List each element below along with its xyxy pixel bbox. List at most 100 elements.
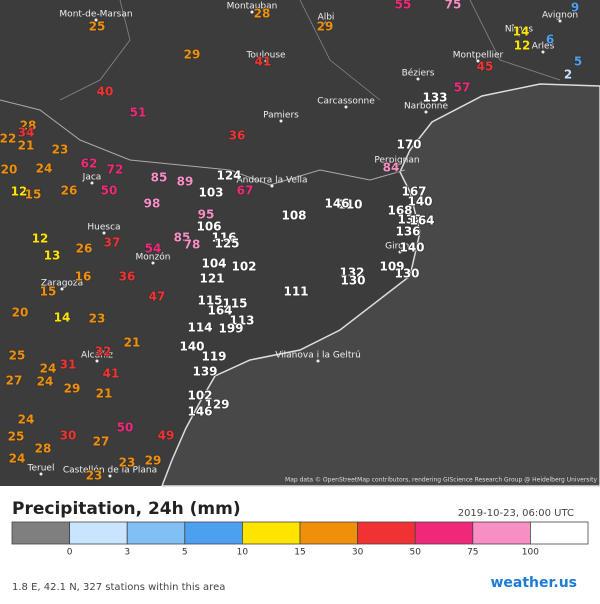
- station-value: 12: [32, 232, 49, 246]
- city-dot: [95, 359, 99, 363]
- station-value: 28: [35, 442, 52, 456]
- city-label: Toulouse: [245, 51, 286, 61]
- station-value: 14: [54, 311, 71, 325]
- station-value: 78: [184, 238, 201, 252]
- station-value: 12: [514, 39, 531, 53]
- legend-swatch: [414, 521, 474, 545]
- station-value: 41: [103, 367, 120, 381]
- station-value: 121: [199, 272, 224, 286]
- city-dot: [324, 21, 328, 25]
- city-dot: [151, 261, 155, 265]
- station-value: 12: [11, 185, 28, 199]
- station-value: 54: [145, 242, 162, 256]
- station-value: 146: [187, 405, 212, 419]
- station-value: 24: [9, 452, 26, 466]
- station-value: 9: [571, 1, 579, 15]
- city-label: Castellón de la Plana: [63, 465, 157, 476]
- legend-swatch: [241, 521, 301, 545]
- station-value: 170: [396, 138, 421, 152]
- station-value: 16: [75, 270, 92, 284]
- station-value: 132: [397, 213, 422, 227]
- attribution: Map data © OpenStreetMap contributors, r…: [285, 477, 597, 484]
- city-dot: [39, 472, 43, 476]
- city-label: Vilanova i la Geltrú: [275, 351, 361, 361]
- station-value: 164: [409, 214, 434, 228]
- city-label: Montpellier: [453, 51, 504, 61]
- station-value: 40: [97, 85, 114, 99]
- station-value: 125: [214, 237, 239, 251]
- title: Precipitation, 24h (mm): [12, 499, 241, 519]
- station-value: 110: [337, 198, 362, 212]
- station-value: 146: [324, 197, 349, 211]
- station-value: 130: [394, 267, 419, 281]
- city-label: Huesca: [87, 223, 120, 233]
- city-label: Monzón: [136, 252, 171, 263]
- city-label: Perpignan: [374, 156, 419, 166]
- legend-tick-label: 75: [467, 548, 478, 558]
- city-dot: [316, 359, 320, 363]
- station-value: 45: [477, 60, 494, 74]
- station-value: 116: [211, 231, 236, 245]
- region-border: [59, 0, 561, 101]
- station-value: 24: [18, 413, 35, 427]
- city-dot: [108, 474, 112, 478]
- city-dot: [344, 105, 348, 109]
- station-value: 47: [149, 290, 166, 304]
- station-value: 15: [25, 188, 42, 202]
- station-value: 140: [399, 241, 424, 255]
- station-value: 23: [89, 312, 106, 326]
- station-value: 31: [60, 358, 77, 372]
- station-value: 23: [86, 469, 103, 483]
- station-value: 104: [201, 257, 226, 271]
- station-value: 108: [281, 209, 306, 223]
- legend-tick-label: 10: [237, 548, 249, 558]
- legend-tick-label: 0: [67, 548, 73, 558]
- station-value: 28: [20, 119, 37, 133]
- border: [0, 99, 406, 186]
- station-value: 36: [119, 270, 136, 284]
- station-value: 129: [204, 398, 229, 412]
- station-value: 26: [61, 184, 78, 198]
- city-label: Nîmes: [505, 25, 534, 35]
- city-dot: [279, 119, 283, 123]
- station-value: 124: [216, 169, 241, 183]
- city-label: Carcassonne: [317, 97, 375, 107]
- station-value: 167: [401, 185, 426, 199]
- station-value: 25: [89, 20, 106, 34]
- city-dot: [398, 250, 402, 254]
- city-dot: [541, 50, 545, 54]
- city-label: Albi: [318, 13, 335, 23]
- city-label: Avignon: [542, 11, 578, 21]
- legend-swatch: [357, 521, 416, 545]
- city-dot: [90, 181, 94, 185]
- city-dot: [264, 59, 268, 63]
- city-label: Andorra la Vella: [236, 176, 307, 186]
- station-value: 51: [130, 106, 147, 120]
- footer: 1.8 E, 42.1 N, 327 stations within this …: [12, 582, 225, 593]
- station-value: 106: [196, 220, 221, 234]
- station-value: 29: [184, 48, 201, 62]
- station-value: 130: [340, 274, 365, 288]
- legend-tick-label: 5: [182, 548, 188, 558]
- station-value: 85: [174, 231, 191, 245]
- city-label: Jaca: [82, 173, 102, 183]
- city-dot: [250, 10, 254, 14]
- legend-tick-label: 3: [124, 548, 130, 558]
- station-value: 24: [40, 362, 57, 376]
- station-value: 22: [0, 132, 16, 146]
- legend-swatch: [126, 521, 186, 545]
- station-value: 140: [179, 340, 204, 354]
- city-dot: [94, 18, 98, 22]
- station-value: 29: [145, 454, 162, 468]
- station-value: 98: [144, 197, 161, 211]
- station-value: 21: [124, 336, 141, 350]
- station-value: 14: [513, 25, 530, 39]
- station-value: 27: [6, 374, 23, 388]
- legend-swatch: [184, 521, 243, 545]
- station-value: 30: [60, 429, 77, 443]
- station-value: 89: [177, 175, 194, 189]
- city-label: Mont-de-Marsan: [59, 10, 132, 20]
- station-value: 23: [52, 143, 69, 157]
- station-value: 13: [44, 249, 61, 263]
